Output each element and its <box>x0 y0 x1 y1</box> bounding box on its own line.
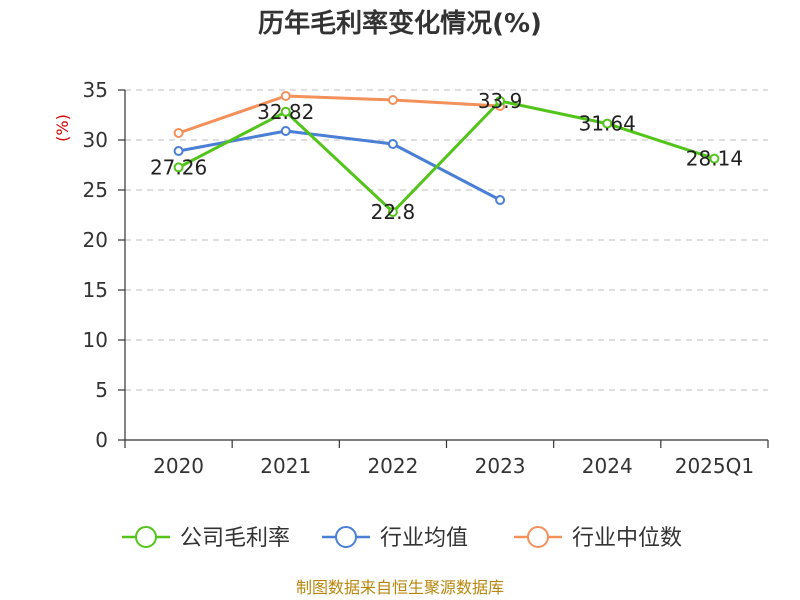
data-labels: 27.26 32.82 22.8 33.9 31.64 28.14 <box>150 89 743 224</box>
data-point <box>173 128 184 138</box>
y-tick-label: 15 <box>83 278 108 302</box>
y-tick-label: 25 <box>83 178 108 202</box>
data-point <box>173 146 184 156</box>
grid-lines <box>125 89 768 391</box>
x-tick-label: 2021 <box>260 454 311 478</box>
data-point <box>709 153 720 164</box>
y-tick-label: 5 <box>95 378 108 402</box>
series-line <box>178 94 501 135</box>
data-label: 33.9 <box>478 89 523 113</box>
x-tick-label: 2024 <box>582 454 633 478</box>
data-point <box>387 207 398 217</box>
legend-label: 行业均值 <box>380 526 468 551</box>
x-tick-label: 2022 <box>367 454 418 478</box>
x-tick-label: 2023 <box>475 454 526 478</box>
x-tick-label: 2020 <box>153 454 204 478</box>
data-label: 28.14 <box>686 147 743 171</box>
data-label: 31.64 <box>579 112 636 136</box>
legend-marker <box>527 526 549 548</box>
x-tick-label: 2025Q1 <box>675 454 754 478</box>
data-point <box>280 126 291 136</box>
series-line <box>177 99 715 214</box>
legend: 公司毛利率 行业均值 行业中位数 <box>122 526 682 551</box>
axes: 0 5 10 15 20 25 30 35 2020 2021 2022 2023 2024 2025Q1 <box>83 78 769 478</box>
legend-marker <box>135 526 157 548</box>
y-tick-label: 10 <box>83 328 108 352</box>
data-point <box>387 95 398 105</box>
y-tick-label: 0 <box>95 428 108 452</box>
y-tick-label: 35 <box>83 78 108 102</box>
y-tick-label: 30 <box>83 128 108 152</box>
source-note: 制图数据来自恒生聚源数据库 <box>296 578 504 597</box>
data-point <box>495 96 506 106</box>
data-point <box>602 118 613 129</box>
data-label: 22.8 <box>371 200 416 224</box>
data-point <box>173 162 184 173</box>
data-point <box>280 91 291 101</box>
y-axis-label: (%) <box>53 114 72 142</box>
data-point <box>495 195 506 205</box>
data-label: 27.26 <box>150 155 207 179</box>
data-label: 32.82 <box>257 100 314 124</box>
legend-marker <box>335 526 357 548</box>
data-point <box>387 139 398 149</box>
chart-title: 历年毛利率变化情况(%) <box>258 8 542 39</box>
legend-label: 行业中位数 <box>572 526 682 551</box>
legend-label: 公司毛利率 <box>180 526 290 551</box>
series-group <box>173 91 720 217</box>
y-tick-label: 20 <box>83 228 108 252</box>
data-point <box>280 106 291 117</box>
